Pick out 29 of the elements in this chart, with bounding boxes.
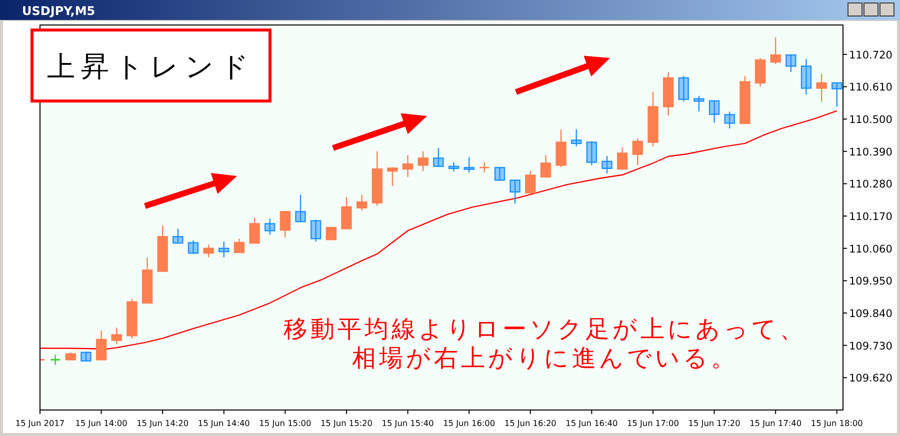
annotation: 移動平均線よりローソク足が上にあって、 [284, 315, 806, 343]
x-tick-label: 15 Jun 16:20 [504, 418, 556, 428]
x-tick-label: 15 Jun 14:00 [75, 418, 128, 428]
y-tick-label: 110.500 [849, 114, 892, 126]
y-tick-label: 110.170 [849, 211, 892, 224]
x-tick-label: 15 Jun 18:00 [810, 418, 863, 428]
y-tick-label: 109.620 [849, 372, 892, 385]
x-tick-label: 15 Jun 15:40 [382, 418, 434, 428]
x-tick-label: 15 Jun 2017 [15, 418, 65, 428]
y-tick-label: 109.840 [849, 308, 892, 320]
x-tick-label: 15 Jun 15:20 [320, 418, 372, 428]
annotation: 相場が右上がりに進んでいる。 [352, 344, 738, 372]
y-tick-label: 110.390 [849, 146, 892, 158]
x-tick-label: 15 Jun 14:40 [198, 418, 250, 428]
y-tick-label: 110.060 [849, 243, 892, 256]
x-tick-label: 15 Jun 14:20 [136, 418, 189, 428]
y-tick-label: 109.730 [849, 340, 892, 352]
x-tick-label: 15 Jun 16:40 [566, 418, 618, 428]
x-tick-label: 15 Jun 15:00 [259, 418, 312, 428]
x-tick-label: 15 Jun 17:40 [750, 418, 802, 428]
y-tick-label: 110.720 [849, 49, 892, 62]
x-tick-label: 15 Jun 17:00 [626, 418, 679, 428]
y-tick-label: 110.280 [849, 178, 892, 191]
y-tick-label: 109.950 [849, 276, 892, 288]
annotation: 上昇トレンド [47, 50, 255, 83]
y-tick-label: 110.610 [849, 82, 892, 94]
chart-title: USDJPY,M5 [22, 4, 96, 18]
x-tick-label: 15 Jun 16:00 [443, 418, 496, 428]
x-tick-label: 15 Jun 17:20 [688, 418, 740, 428]
